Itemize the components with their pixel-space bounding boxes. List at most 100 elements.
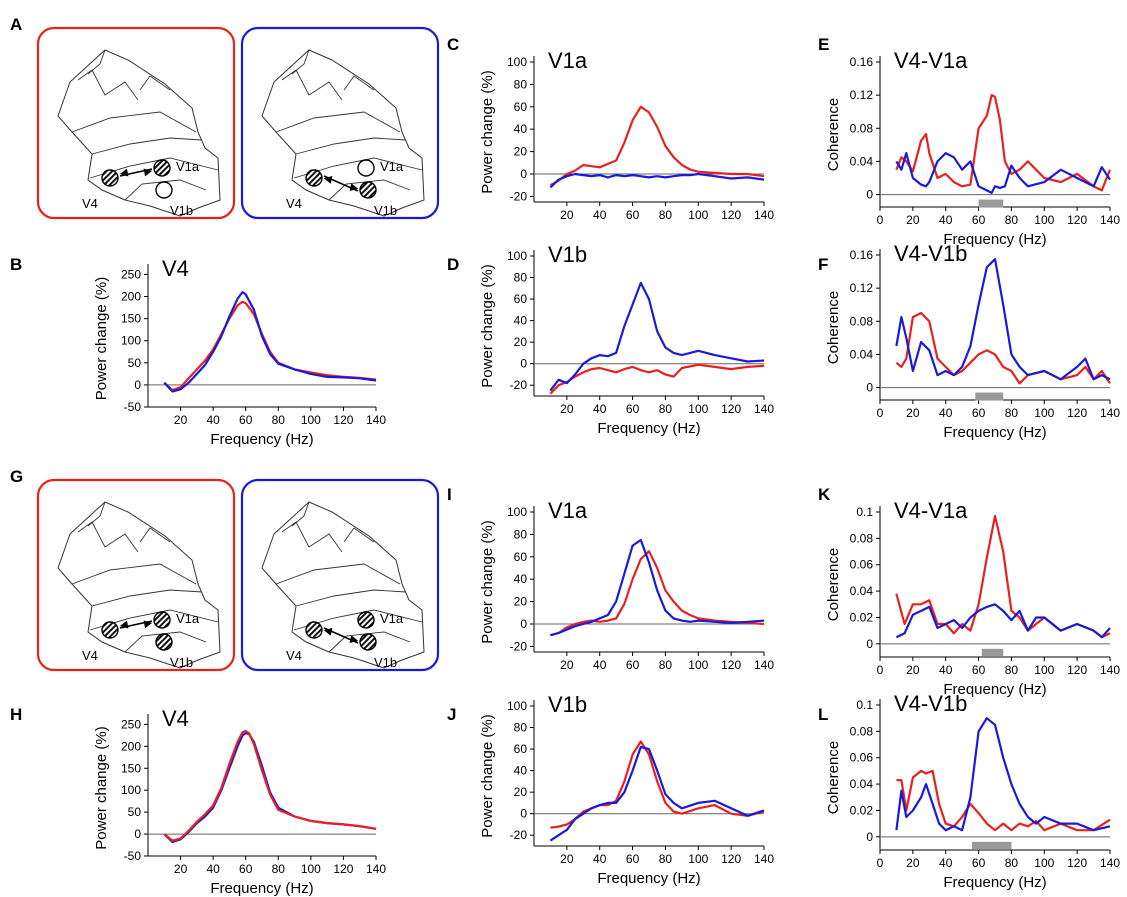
y-tick-label: 0.06: [850, 751, 874, 765]
x-tick-label: 40: [939, 856, 953, 870]
y-axis-label: Coherence: [825, 548, 842, 621]
y-tick-label: 0: [520, 807, 527, 821]
arrowhead: [349, 635, 359, 643]
panel-letter-k: K: [818, 485, 831, 504]
sulcus-line: [139, 527, 171, 543]
chart-panel-k: K V4-V1a 0 0.02 0.04 0.06 0.08 0.1 0 20 40 60 80 100 1…: [818, 485, 1120, 698]
sulcus-line: [295, 137, 407, 155]
sulcus-line: [281, 69, 343, 101]
chart-panel-f: F V4-V1b 0 0.04 0.08 0.12 0.16 0 20 40 60 80 100 120 1…: [818, 241, 1120, 441]
x-tick-label: 120: [721, 852, 741, 866]
electrode-v1a: [153, 611, 171, 629]
electrode-v1a: [153, 159, 171, 177]
x-tick-label: 20: [906, 663, 920, 677]
chart-title: V4-V1a: [894, 48, 968, 73]
y-tick-label: 0.16: [850, 248, 874, 262]
brain-outline: V1a V1b V4: [57, 49, 221, 218]
label-v1a: V1a: [380, 159, 404, 174]
y-tick-label: 50: [128, 356, 142, 370]
x-tick-label: 60: [972, 856, 986, 870]
panel-letter-h: H: [10, 705, 22, 724]
y-axis-label: Coherence: [825, 291, 842, 364]
y-tick-label: 200: [121, 290, 141, 304]
y-tick-label: 100: [507, 55, 527, 69]
electrode-v1b: [359, 181, 377, 199]
panel-letter-b: B: [10, 255, 22, 274]
series-line-blue: [895, 258, 1111, 381]
frequency-band-bar: [978, 199, 1004, 208]
chart-panel-b: B V4 -50 0 50 100 150 200 250 20 40 60 80 100 120 140 Fr…: [10, 255, 386, 448]
condition-box-left: [36, 478, 236, 672]
brain-outline: V1a V1b V4: [57, 501, 221, 670]
y-axis-label: Power change (%): [479, 70, 496, 193]
arrowhead: [349, 183, 359, 191]
x-axis-label: Frequency (Hz): [597, 870, 700, 887]
series-line-red: [549, 363, 765, 395]
x-tick-label: 40: [939, 663, 953, 677]
label-v1b: V1b: [170, 655, 193, 670]
x-tick-label: 80: [1005, 663, 1019, 677]
series-line-blue: [549, 745, 765, 842]
x-tick-label: 20: [560, 658, 574, 672]
chart-title: V4-V1b: [894, 241, 967, 266]
x-tick-label: 120: [1067, 663, 1087, 677]
y-axis-label: Power change (%): [479, 264, 496, 387]
panel-letter-a: A: [10, 15, 22, 34]
y-tick-label: 80: [514, 77, 528, 91]
x-tick-label: 40: [593, 208, 607, 222]
sulcus-line: [343, 527, 375, 543]
x-axis-label: Frequency (Hz): [210, 880, 313, 897]
frequency-band-bar: [975, 392, 1004, 401]
arrowhead: [143, 168, 153, 177]
x-tick-label: 140: [1100, 856, 1120, 870]
y-tick-label: 60: [514, 550, 528, 564]
y-tick-label: 0.1: [856, 698, 873, 712]
x-tick-label: 20: [906, 213, 920, 227]
label-v4: V4: [82, 196, 98, 211]
sulcus-line: [291, 501, 310, 527]
y-tick-label: 0.12: [850, 281, 874, 295]
chart-title: V1a: [548, 498, 588, 523]
x-tick-label: 80: [659, 208, 673, 222]
sulcus-line: [87, 501, 106, 527]
x-tick-label: 40: [593, 658, 607, 672]
series-line-red: [550, 550, 765, 637]
chart-panel-h: H V4 -50 0 50 100 150 200 250 20 40 60 80 100 120 140 Fr…: [10, 705, 386, 897]
y-tick-label: 0.04: [850, 584, 874, 598]
y-axis-label: Power change (%): [479, 714, 496, 837]
chart-panel-l: L V4-V1b 0 0.02 0.04 0.06 0.08 0.1 0 20 40 60 80 100 1…: [818, 691, 1120, 891]
x-tick-label: 100: [1034, 856, 1054, 870]
condition-box-right: [240, 478, 440, 672]
sulcus-line: [275, 563, 401, 585]
arrowhead: [323, 176, 333, 184]
x-tick-label: 100: [301, 413, 321, 427]
x-tick-label: 0: [877, 213, 884, 227]
series-line-red: [895, 311, 1111, 385]
y-tick-label: 80: [514, 271, 528, 285]
chart-panel-e: E V4-V1a 0 0.04 0.08 0.12 0.16 0 20 40 60 80 100 120 1…: [818, 35, 1120, 248]
sulcus-line: [87, 49, 106, 75]
y-tick-label: 0.08: [850, 724, 874, 738]
x-tick-label: 60: [626, 402, 640, 416]
electrode-v4: [101, 169, 119, 187]
series-line-red: [895, 94, 1112, 192]
panel-letter-i: I: [447, 485, 452, 504]
panel-letter-d: D: [447, 255, 459, 274]
label-v4: V4: [82, 648, 98, 663]
x-tick-label: 140: [366, 862, 386, 876]
y-tick-label: -50: [124, 849, 142, 863]
chart-title: V1b: [548, 242, 587, 267]
electrode-diagrams: A V1a V1b V4 V1a V1b V4 G V1a V1b V4 V1a V1b V4: [10, 15, 440, 672]
y-tick-label: 0.08: [850, 531, 874, 545]
sulcus-line: [91, 137, 203, 155]
series-line-red: [163, 729, 377, 842]
cortex-outline: [57, 49, 221, 217]
x-axis-label: Frequency (Hz): [943, 874, 1046, 891]
series-line-blue: [895, 603, 1111, 639]
x-tick-label: 20: [560, 852, 574, 866]
x-tick-label: 120: [721, 208, 741, 222]
y-tick-label: 0.06: [850, 558, 874, 572]
x-tick-label: 140: [366, 413, 386, 427]
x-tick-label: 120: [721, 658, 741, 672]
x-tick-label: 60: [626, 658, 640, 672]
